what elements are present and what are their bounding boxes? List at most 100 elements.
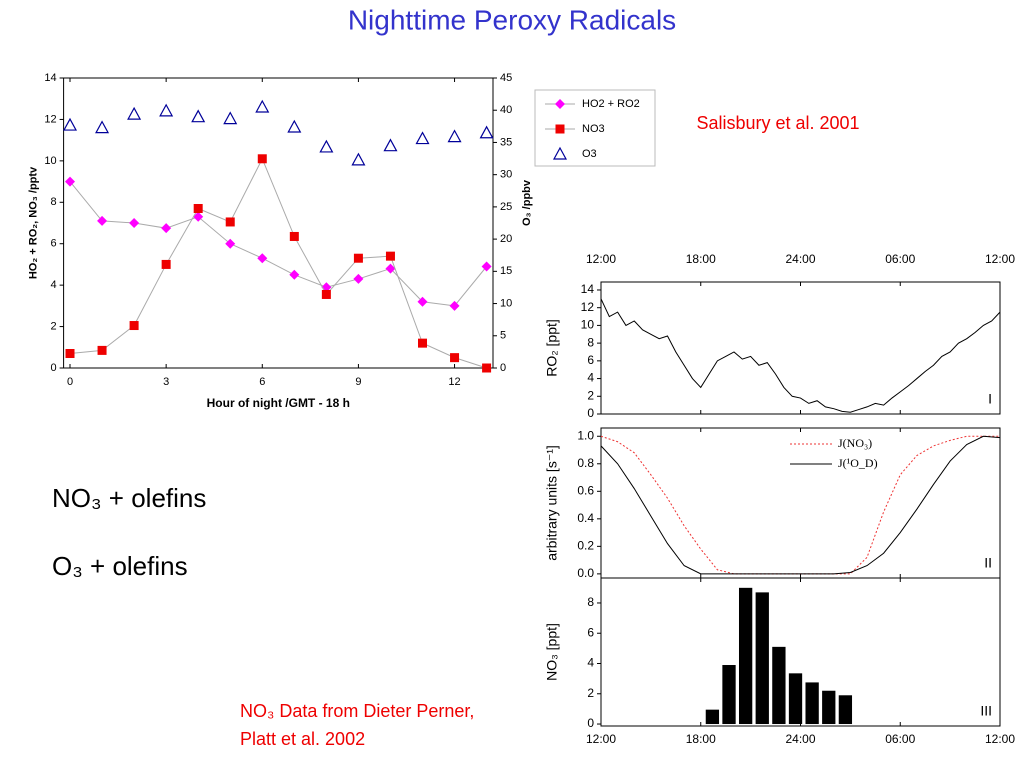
y-tick-label: 12 bbox=[581, 300, 595, 314]
marker bbox=[450, 353, 460, 363]
y-axis-label: RO₂ [ppt] bbox=[544, 319, 560, 377]
x-tick-label: 12:00 bbox=[586, 732, 616, 746]
bar bbox=[805, 682, 819, 725]
y-tick-label: 14 bbox=[581, 282, 595, 296]
marker bbox=[479, 125, 494, 139]
bar bbox=[755, 592, 769, 725]
marker bbox=[287, 119, 302, 133]
y-axis-label: NO₃ [ppt] bbox=[544, 623, 560, 681]
bar bbox=[772, 646, 786, 725]
x-tick-label: 0 bbox=[67, 376, 73, 388]
x-tick-label: 12:00 bbox=[985, 732, 1015, 746]
bar bbox=[705, 709, 720, 725]
y-tick-label: 4 bbox=[587, 371, 594, 385]
y2-tick-label: 30 bbox=[500, 169, 512, 181]
y2-tick-label: 10 bbox=[500, 297, 512, 309]
marker bbox=[97, 345, 107, 355]
marker bbox=[447, 129, 462, 143]
marker bbox=[193, 204, 203, 213]
marker bbox=[191, 109, 206, 123]
marker bbox=[161, 259, 171, 269]
marker bbox=[555, 124, 565, 134]
marker bbox=[127, 106, 142, 120]
y-tick-label: 6 bbox=[50, 238, 56, 250]
x-tick-label: 06:00 bbox=[885, 732, 915, 746]
y-tick-label: 0 bbox=[50, 362, 56, 374]
bar bbox=[822, 690, 836, 725]
citation: Salisbury et al. 2001 bbox=[696, 113, 859, 133]
data-line bbox=[600, 435, 1000, 575]
x-tick-label: 24:00 bbox=[785, 252, 815, 266]
y-tick-label: 14 bbox=[44, 72, 56, 84]
bar bbox=[722, 665, 736, 725]
marker bbox=[418, 338, 428, 348]
reaction: NO₃ + olefins bbox=[52, 483, 206, 513]
slide-title: Nighttime Peroxy Radicals bbox=[348, 4, 676, 35]
marker bbox=[481, 261, 492, 272]
marker bbox=[353, 273, 364, 284]
marker bbox=[129, 321, 139, 331]
y-tick-label: 12 bbox=[44, 113, 56, 125]
legend-label: J(NO₃) bbox=[838, 436, 872, 450]
marker bbox=[97, 215, 108, 226]
marker bbox=[65, 349, 75, 358]
marker bbox=[385, 263, 396, 274]
y-tick-label: 6 bbox=[587, 625, 594, 639]
y-tick-label: 6 bbox=[587, 353, 594, 367]
x-tick-label: 12:00 bbox=[586, 252, 616, 266]
marker bbox=[225, 238, 236, 249]
marker bbox=[417, 296, 428, 307]
y-tick-label: 10 bbox=[581, 318, 595, 332]
x-tick-label: 24:00 bbox=[785, 732, 815, 746]
x-axis-label: Hour of night /GMT - 18 h bbox=[207, 396, 350, 410]
marker bbox=[321, 289, 331, 299]
panel-label: II bbox=[984, 555, 992, 571]
marker bbox=[351, 152, 366, 166]
y-tick-label: 8 bbox=[587, 335, 594, 349]
marker bbox=[482, 363, 492, 373]
bar bbox=[838, 695, 853, 725]
legend-label: O3 bbox=[582, 148, 597, 160]
plot-frame bbox=[600, 427, 1001, 579]
legend-label: J(¹O_D) bbox=[838, 456, 878, 470]
y-tick-label: 0.2 bbox=[577, 539, 594, 553]
y2-tick-label: 20 bbox=[500, 233, 512, 245]
y-tick-label: 4 bbox=[587, 656, 594, 670]
legend-box bbox=[534, 89, 656, 167]
y-tick-label: 2 bbox=[587, 388, 594, 402]
x-tick-label: 3 bbox=[163, 376, 169, 388]
x-tick-label: 12:00 bbox=[985, 252, 1015, 266]
marker bbox=[193, 211, 204, 222]
marker bbox=[129, 218, 140, 228]
y2-tick-label: 25 bbox=[500, 201, 512, 213]
y-tick-label: 0.4 bbox=[577, 511, 594, 525]
marker bbox=[161, 223, 172, 234]
y-tick-label: 2 bbox=[587, 686, 594, 700]
marker bbox=[353, 253, 363, 263]
y-tick-label: 8 bbox=[587, 595, 594, 609]
marker bbox=[225, 217, 235, 227]
y-axis-label: HO₂ + RO₂, NO₃ /pptv bbox=[28, 166, 40, 279]
y-tick-label: 1.0 bbox=[577, 428, 594, 442]
note: NO₃ Data from Dieter Perner, bbox=[240, 701, 474, 721]
legend-label: HO2 + RO2 bbox=[582, 98, 640, 110]
marker bbox=[385, 251, 395, 261]
x-tick-label: 6 bbox=[259, 376, 265, 388]
y-tick-label: 0.8 bbox=[577, 456, 594, 470]
y2-tick-label: 40 bbox=[500, 104, 512, 116]
x-tick-label: 9 bbox=[355, 376, 361, 388]
data-line bbox=[600, 435, 1001, 575]
connector-line bbox=[69, 157, 487, 369]
x-tick-label: 18:00 bbox=[686, 252, 716, 266]
y2-tick-label: 15 bbox=[500, 265, 512, 277]
legend-label: NO3 bbox=[582, 123, 605, 135]
y2-tick-label: 45 bbox=[500, 72, 512, 84]
panel-label: I bbox=[988, 391, 992, 407]
marker bbox=[223, 111, 238, 125]
marker bbox=[415, 131, 430, 145]
x-tick-label: 18:00 bbox=[686, 732, 716, 746]
connector-line bbox=[69, 181, 487, 307]
note: Platt et al. 2002 bbox=[240, 729, 365, 749]
y-tick-label: 0 bbox=[587, 716, 594, 730]
